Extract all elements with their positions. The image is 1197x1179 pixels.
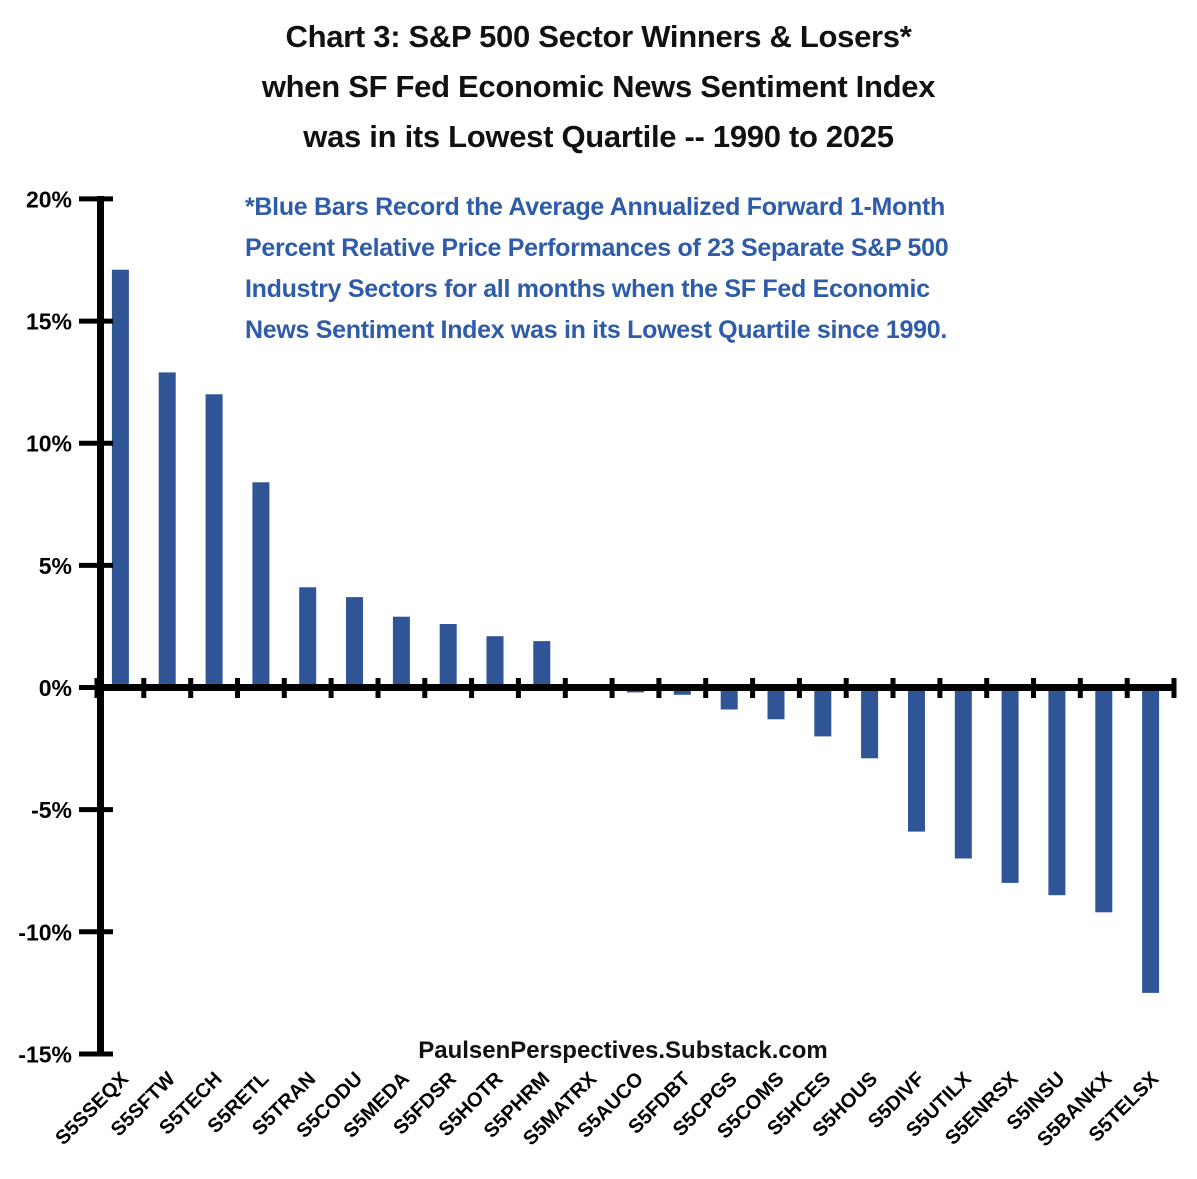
bar-S5SSEQX <box>111 269 129 688</box>
bar-S5HOTR <box>486 636 504 688</box>
y-tick-label: 20% <box>26 186 72 212</box>
bar-S5CPGS <box>720 687 738 710</box>
y-tick-label: 0% <box>39 675 72 701</box>
bar-S5PHRM <box>533 641 551 688</box>
bar-S5SFTW <box>158 372 176 688</box>
bar-S5TECH <box>205 394 223 688</box>
chart-annotation: *Blue Bars Record the Average Annualized… <box>245 193 949 344</box>
y-tick-label: -10% <box>18 919 72 945</box>
bar-S5COMS <box>767 687 785 720</box>
bar-S5FDSR <box>439 624 457 688</box>
bar-S5HOUS <box>861 687 879 759</box>
bar-S5UTILX <box>954 687 972 859</box>
bar-S5INSU <box>1048 687 1066 896</box>
y-tick-label: 15% <box>26 309 72 335</box>
bar-S5CODU <box>346 597 363 688</box>
bar-S5ENRSX <box>1001 687 1019 883</box>
y-tick-label: -5% <box>31 797 72 823</box>
bar-S5BANKX <box>1095 687 1113 913</box>
y-tick-label: -15% <box>18 1042 72 1068</box>
bar-S5MEDA <box>392 616 410 688</box>
bar-S5RETL <box>252 482 270 688</box>
y-tick-label: 10% <box>26 431 72 457</box>
chart-title: Chart 3: S&P 500 Sector Winners & Losers… <box>261 19 936 154</box>
y-tick-label: 5% <box>39 553 72 579</box>
source-footer: PaulsenPerspectives.Substack.com <box>418 1037 828 1064</box>
bar-S5HCES <box>814 687 832 737</box>
bar-S5DIVF <box>908 687 925 832</box>
bar-S5FDBT <box>673 687 691 695</box>
bar-S5TELSX <box>1142 687 1160 993</box>
bar-S5TRAN <box>299 587 317 688</box>
